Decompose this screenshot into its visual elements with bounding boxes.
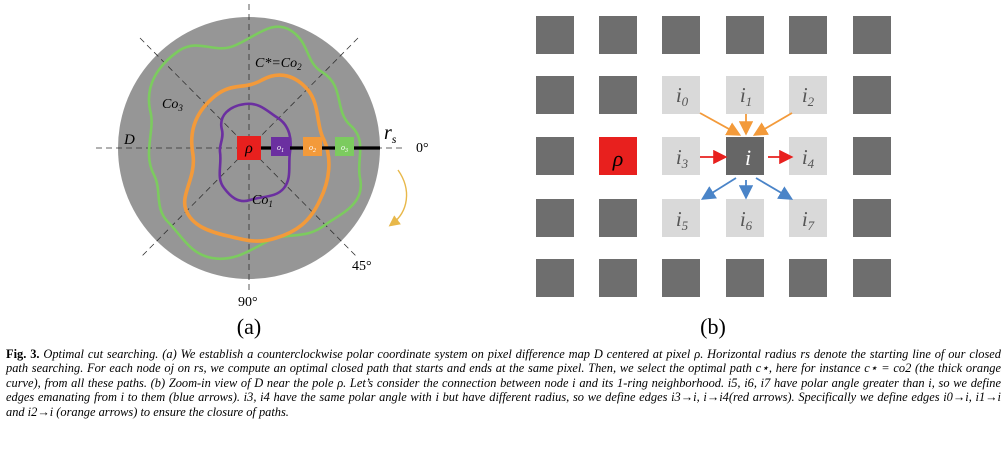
center-pixel-i xyxy=(726,137,764,175)
curve-co2 xyxy=(182,73,331,243)
edge-i2-to-i xyxy=(752,112,793,136)
node-o2 xyxy=(303,137,322,156)
grid-pixel xyxy=(853,137,891,175)
grid-pixel xyxy=(536,259,574,297)
grid-pixel xyxy=(853,199,891,237)
figure-caption: Fig. 3. Optimal cut searching. (a) We es… xyxy=(6,347,1001,419)
map-label-d: D xyxy=(123,132,135,148)
label-co3: Co3 xyxy=(162,97,183,113)
grid-pixel xyxy=(599,76,637,114)
grid-pixel xyxy=(853,76,891,114)
grid-pixel xyxy=(726,259,764,297)
grid-pixel xyxy=(726,16,764,54)
node-o1-label: o1 xyxy=(277,143,284,154)
radius-label: rs xyxy=(384,122,397,146)
grid-pixel xyxy=(662,259,700,297)
grid-pixel xyxy=(536,137,574,175)
grid-pixel xyxy=(536,16,574,54)
edge-i0-to-i xyxy=(699,112,742,136)
panel-b: ρ i i0 i1 i2 i3 i4 i5 i6 i7 (b) xyxy=(536,16,891,339)
neighbor-i7 xyxy=(789,199,827,237)
pole-pixel-rho xyxy=(599,137,637,175)
neighbor-i6 xyxy=(726,199,764,237)
edge-i-to-i7 xyxy=(755,177,794,200)
panel-a-label: (a) xyxy=(237,314,261,339)
caption-body: (a) We establish a counterclockwise pola… xyxy=(6,347,1001,419)
angle-90-label: 90° xyxy=(238,295,258,310)
neighbor-i5 xyxy=(662,199,700,237)
grid-pixel xyxy=(789,259,827,297)
node-o3-label: o3 xyxy=(341,143,348,154)
angle-45-label: 45° xyxy=(352,259,372,274)
neighbor-i3 xyxy=(662,137,700,175)
neighbor-i1 xyxy=(726,76,764,114)
edge-arrows xyxy=(699,112,794,200)
grid-pixel xyxy=(599,259,637,297)
grid-pixel xyxy=(599,16,637,54)
rotation-direction-arrow xyxy=(388,169,408,227)
label-co1: Co1 xyxy=(252,193,273,209)
curve-co3 xyxy=(147,25,363,261)
neighbor-i2 xyxy=(789,76,827,114)
panel-a: ρ o1 o2 o3 D Co3 C*=Co2 Co1 rs 0° 45° 90… xyxy=(96,4,429,339)
caption-title: Optimal cut searching. xyxy=(43,347,159,361)
center-i-label: i xyxy=(745,145,751,170)
grid-pixel xyxy=(853,16,891,54)
grid-pixel xyxy=(536,76,574,114)
neighbor-i4 xyxy=(789,137,827,175)
pole-pixel xyxy=(237,136,261,160)
node-o1 xyxy=(271,137,290,156)
caption-fig-number: Fig. 3. xyxy=(6,347,40,361)
curve-co1 xyxy=(218,102,292,203)
grid-pixel xyxy=(662,16,700,54)
grid-pixel xyxy=(599,199,637,237)
grid-pixel xyxy=(789,16,827,54)
neighbor-i0 xyxy=(662,76,700,114)
angle-0-label: 0° xyxy=(416,141,429,156)
pole-label: ρ xyxy=(244,140,253,157)
pole-rho-label: ρ xyxy=(612,146,624,171)
node-o2-label: o2 xyxy=(309,143,316,154)
panel-b-label: (b) xyxy=(700,314,726,339)
node-o3 xyxy=(335,137,354,156)
pixel-grid xyxy=(536,16,891,297)
figure-canvas: ρ o1 o2 o3 D Co3 C*=Co2 Co1 rs 0° 45° 90… xyxy=(96,4,891,339)
label-cstar-co2: C*=Co2 xyxy=(255,56,302,72)
edge-i-to-i5 xyxy=(700,177,737,200)
grid-pixel xyxy=(536,199,574,237)
grid-pixel xyxy=(853,259,891,297)
